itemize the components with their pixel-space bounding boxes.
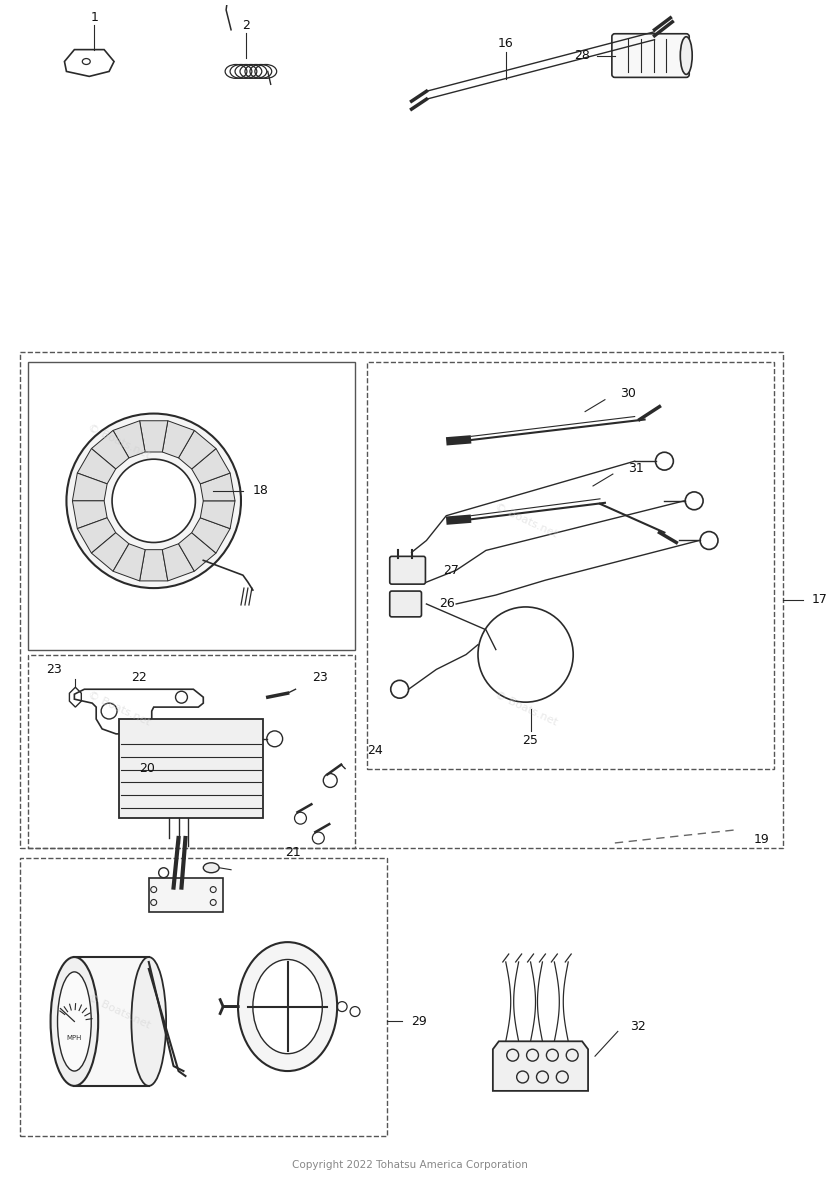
Text: 32: 32	[629, 1020, 645, 1033]
Polygon shape	[192, 517, 230, 553]
Polygon shape	[140, 550, 168, 581]
Polygon shape	[179, 533, 216, 571]
Bar	[119, 719, 263, 818]
Polygon shape	[73, 500, 108, 529]
Ellipse shape	[203, 863, 219, 872]
Polygon shape	[493, 1042, 588, 1091]
Text: 17: 17	[811, 594, 827, 606]
Polygon shape	[92, 431, 129, 469]
Circle shape	[112, 460, 195, 542]
Text: MPH: MPH	[67, 1036, 82, 1042]
Text: 24: 24	[367, 744, 383, 757]
Text: 19: 19	[753, 834, 769, 846]
Text: 26: 26	[439, 598, 455, 611]
Text: 25: 25	[523, 734, 538, 748]
Circle shape	[66, 414, 241, 588]
FancyBboxPatch shape	[390, 592, 422, 617]
Text: © Boats.net: © Boats.net	[86, 992, 152, 1031]
Ellipse shape	[238, 942, 337, 1072]
Polygon shape	[113, 421, 145, 458]
Text: 22: 22	[131, 671, 146, 684]
Text: 18: 18	[253, 485, 269, 498]
Text: © Boats.net: © Boats.net	[493, 690, 558, 728]
Text: 31: 31	[628, 462, 643, 475]
Text: 29: 29	[412, 1015, 428, 1028]
Text: © Boats.net: © Boats.net	[493, 502, 558, 540]
Bar	[74, 958, 149, 1086]
Polygon shape	[113, 544, 145, 581]
Text: 23: 23	[45, 662, 61, 676]
Polygon shape	[162, 544, 194, 581]
Text: 1: 1	[90, 11, 98, 24]
Ellipse shape	[50, 958, 98, 1086]
Polygon shape	[77, 449, 116, 484]
Ellipse shape	[131, 958, 166, 1086]
Text: 27: 27	[443, 564, 459, 577]
FancyBboxPatch shape	[612, 34, 689, 77]
Polygon shape	[92, 533, 129, 571]
Polygon shape	[200, 500, 235, 529]
Polygon shape	[200, 473, 235, 500]
Ellipse shape	[58, 972, 91, 1072]
Text: © Boats.net: © Boats.net	[86, 690, 152, 728]
Ellipse shape	[253, 960, 323, 1054]
Text: 21: 21	[284, 846, 300, 859]
Polygon shape	[162, 421, 194, 458]
Polygon shape	[140, 421, 168, 452]
Text: 20: 20	[139, 762, 155, 775]
Text: 23: 23	[313, 671, 328, 684]
Polygon shape	[192, 449, 230, 484]
Text: 2: 2	[242, 19, 250, 32]
Text: 16: 16	[498, 37, 514, 50]
Polygon shape	[179, 431, 216, 469]
Polygon shape	[73, 473, 108, 500]
Text: Copyright 2022 Tohatsu America Corporation: Copyright 2022 Tohatsu America Corporati…	[292, 1160, 528, 1170]
Polygon shape	[77, 517, 116, 553]
Text: 30: 30	[619, 388, 636, 401]
Bar	[149, 877, 223, 912]
Text: © Boats.net: © Boats.net	[86, 422, 152, 461]
FancyBboxPatch shape	[390, 557, 425, 584]
Text: 28: 28	[574, 49, 590, 62]
Ellipse shape	[681, 37, 692, 74]
